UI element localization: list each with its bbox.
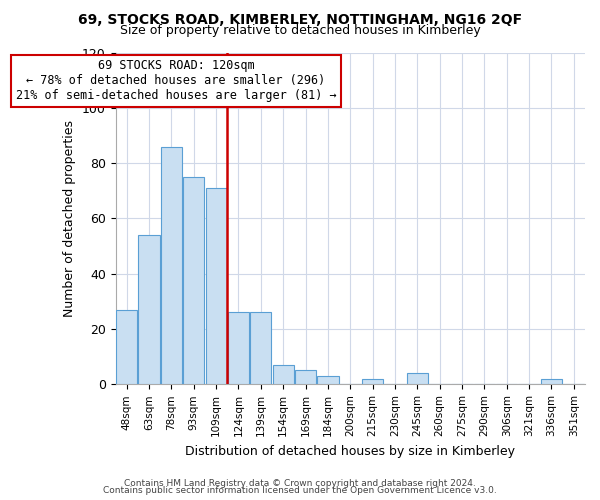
Bar	[272, 365, 294, 384]
Bar	[206, 188, 227, 384]
Bar	[228, 312, 249, 384]
Text: Contains HM Land Registry data © Crown copyright and database right 2024.: Contains HM Land Registry data © Crown c…	[124, 478, 476, 488]
Bar	[116, 310, 137, 384]
Text: 69 STOCKS ROAD: 120sqm
← 78% of detached houses are smaller (296)
21% of semi-de: 69 STOCKS ROAD: 120sqm ← 78% of detached…	[16, 60, 336, 102]
Bar	[139, 235, 160, 384]
Bar	[317, 376, 338, 384]
Bar	[362, 379, 383, 384]
Bar	[295, 370, 316, 384]
X-axis label: Distribution of detached houses by size in Kimberley: Distribution of detached houses by size …	[185, 444, 515, 458]
Bar	[250, 312, 271, 384]
Text: 69, STOCKS ROAD, KIMBERLEY, NOTTINGHAM, NG16 2QF: 69, STOCKS ROAD, KIMBERLEY, NOTTINGHAM, …	[78, 12, 522, 26]
Text: Size of property relative to detached houses in Kimberley: Size of property relative to detached ho…	[119, 24, 481, 37]
Bar	[541, 379, 562, 384]
Y-axis label: Number of detached properties: Number of detached properties	[64, 120, 76, 317]
Bar	[183, 177, 205, 384]
Bar	[161, 146, 182, 384]
Text: Contains public sector information licensed under the Open Government Licence v3: Contains public sector information licen…	[103, 486, 497, 495]
Bar	[407, 374, 428, 384]
